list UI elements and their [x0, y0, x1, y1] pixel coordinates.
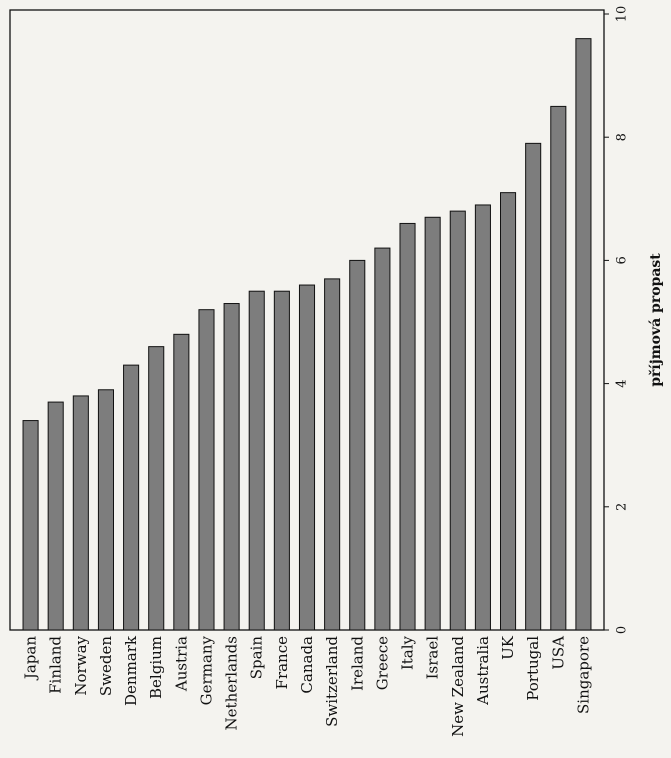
bar-singapore: [575, 38, 592, 631]
category-label: Spain: [248, 636, 266, 680]
bar-new-zealand: [449, 210, 466, 631]
category-label: Belgium: [147, 636, 165, 699]
bar-usa: [550, 105, 567, 631]
y-tick-label: 0: [615, 626, 630, 634]
category-label: Switzerland: [323, 636, 341, 727]
category-label: Austria: [172, 636, 190, 692]
category-label: Netherlands: [223, 636, 241, 730]
bar-greece: [374, 247, 391, 631]
bar-spain: [248, 290, 265, 631]
category-label: France: [273, 636, 291, 690]
category-label: Israel: [424, 636, 442, 680]
bar-belgium: [148, 346, 165, 631]
bar-japan: [22, 420, 39, 631]
bar-ireland: [349, 259, 366, 631]
bar-uk: [500, 192, 517, 631]
bar-austria: [173, 333, 190, 631]
bar-france: [273, 290, 290, 631]
category-label: Greece: [373, 636, 391, 690]
bar-israel: [424, 216, 441, 631]
bar-netherlands: [223, 303, 240, 631]
bar-denmark: [123, 364, 140, 631]
category-label: Singapore: [574, 636, 592, 714]
y-axis-label: příjmová propast: [648, 253, 664, 387]
y-tick-label: 8: [615, 133, 630, 141]
category-label: Australia: [474, 636, 492, 706]
bar-canada: [298, 284, 316, 631]
bar-italy: [399, 222, 416, 631]
category-label: Denmark: [122, 635, 140, 706]
bar-norway: [72, 395, 89, 631]
bar-sweden: [97, 389, 114, 631]
category-label: Sweden: [97, 636, 115, 696]
y-tick-label: 4: [615, 379, 630, 387]
category-label: New Zealand: [449, 636, 467, 737]
bar-germany: [198, 309, 215, 631]
bar-switzerland: [324, 278, 341, 631]
category-label: Germany: [197, 635, 215, 705]
category-label: UK: [499, 635, 517, 660]
category-label: Portugal: [524, 636, 542, 701]
bar-finland: [47, 401, 64, 631]
category-label: Japan: [22, 636, 40, 682]
y-tick-label: 2: [615, 503, 630, 511]
category-label: Canada: [298, 636, 316, 694]
y-tick-label: 6: [615, 256, 630, 264]
category-label: Norway: [72, 635, 90, 695]
bar-portugal: [525, 142, 542, 631]
category-label: Ireland: [348, 636, 366, 691]
category-label: USA: [549, 636, 567, 670]
category-label: Italy: [399, 635, 417, 670]
bar-australia: [474, 204, 491, 631]
category-label: Finland: [47, 636, 65, 694]
y-tick-label: 10: [615, 6, 630, 23]
